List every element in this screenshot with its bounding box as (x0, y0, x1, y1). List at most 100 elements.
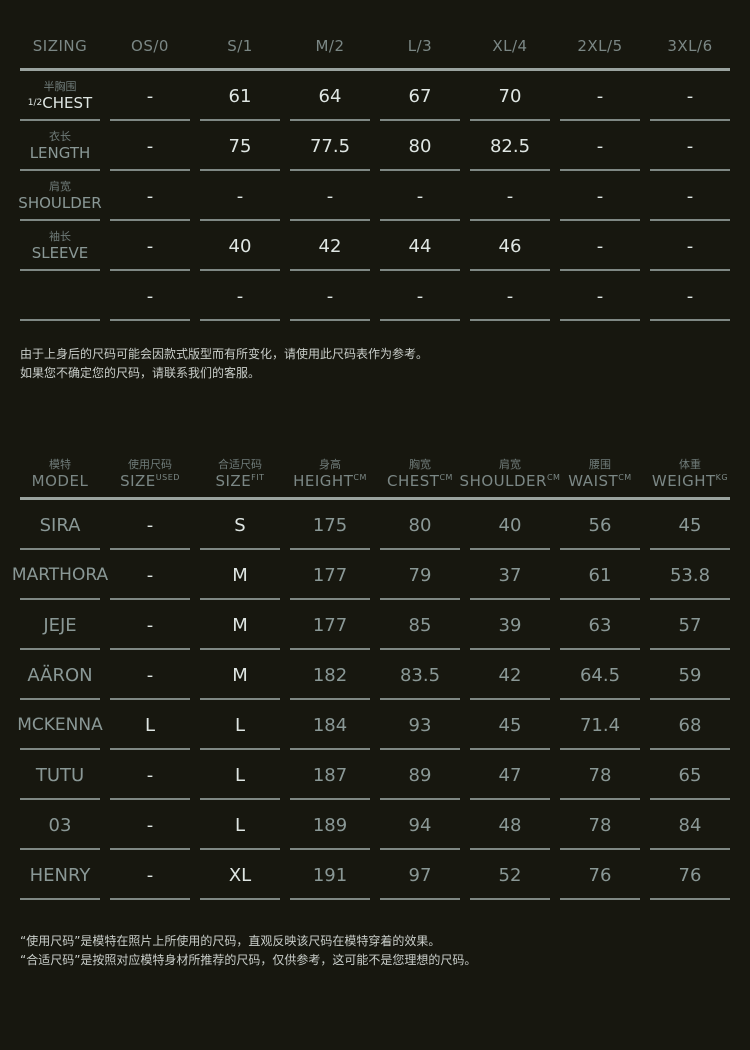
value: - (416, 185, 424, 207)
cell-divider (380, 119, 460, 121)
value-cell: - (285, 271, 375, 321)
value-cell: - (375, 271, 465, 321)
cell-divider (110, 798, 190, 800)
cell-divider (380, 848, 460, 850)
cell-divider (290, 848, 370, 850)
cell-divider (200, 698, 280, 700)
value: - (236, 185, 244, 207)
row-label-en: SLEEVE (32, 244, 89, 263)
value-cell: 177 (285, 600, 375, 650)
value-cell: 52 (465, 850, 555, 900)
unit-sup: KG (715, 473, 729, 482)
value: - (146, 185, 154, 207)
unit-sup: CM (618, 473, 632, 482)
value: 61 (588, 564, 612, 586)
value: 191 (312, 864, 348, 886)
cell-divider (110, 219, 190, 221)
note-line: “合适尺码”是按照对应模特身材所推荐的尺码，仅供参考，这可能不是您理想的尺码。 (20, 953, 477, 967)
value-cell: 187 (285, 750, 375, 800)
value: 80 (408, 135, 432, 157)
cell-divider (20, 848, 100, 850)
header-cell: 模特 MODEL (15, 448, 105, 500)
cell-divider (560, 748, 640, 750)
value-cell: - (555, 221, 645, 271)
model-name: SIRA (15, 500, 105, 550)
header-cell: 合适尺码 SIZEFIT (195, 448, 285, 500)
value-cell: - (375, 171, 465, 221)
value: - (146, 564, 154, 586)
value-cell: - (105, 550, 195, 600)
cell-divider (200, 798, 280, 800)
value-cell: - (645, 171, 735, 221)
row-label-cn: 肩宽 (49, 179, 71, 193)
cell-divider (290, 898, 370, 900)
cell-divider (20, 219, 100, 221)
value: HENRY (29, 864, 91, 886)
value: - (416, 285, 424, 307)
cell-divider (200, 848, 280, 850)
value: - (686, 235, 694, 257)
cell-divider (380, 698, 460, 700)
cell-divider (200, 548, 280, 550)
value-cell: M (195, 550, 285, 600)
value-cell: 80 (375, 500, 465, 550)
value: 78 (588, 814, 612, 836)
value: XL (228, 864, 252, 886)
header-label-cn: 身高 (319, 458, 341, 471)
header-cell: 体重 WEIGHTKG (645, 448, 735, 500)
value: - (146, 664, 154, 686)
header-label-en-text: MODEL (31, 472, 89, 490)
header-label-en: MODEL (32, 472, 89, 490)
value-cell: - (645, 271, 735, 321)
header-label-cn: 胸宽 (409, 458, 431, 471)
header-label-en-text: CHEST (387, 472, 440, 490)
value-cell: - (105, 71, 195, 121)
value: 93 (408, 714, 432, 736)
model-name: 03 (15, 800, 105, 850)
header-label: L/3 (407, 37, 433, 55)
value: 59 (678, 664, 702, 686)
value: - (146, 514, 154, 536)
value-cell: S (195, 500, 285, 550)
cell-divider (470, 169, 550, 171)
cell-divider (200, 898, 280, 900)
cell-divider (110, 269, 190, 271)
cell-divider (470, 598, 550, 600)
value-cell: - (465, 171, 555, 221)
value-cell: 78 (555, 750, 645, 800)
size-chart: SIZING OS/0 S/1 M/2 L/3 XL/4 2XL/5 3XL/6 半胸围 1/2… (15, 21, 735, 321)
value: 89 (408, 764, 432, 786)
header-label-cn: 体重 (679, 458, 701, 471)
value-cell: 48 (465, 800, 555, 850)
value: - (146, 864, 154, 886)
cell-divider (110, 319, 190, 321)
value-cell: 61 (195, 71, 285, 121)
value: - (146, 814, 154, 836)
value: - (686, 285, 694, 307)
value-cell: 175 (285, 500, 375, 550)
header-label-en: WEIGHTKG (652, 472, 728, 490)
header-cell: M/2 (285, 21, 375, 71)
cell-divider (560, 598, 640, 600)
header-label-en-text: WEIGHT (651, 472, 716, 490)
cell-divider (200, 119, 280, 121)
value: 83.5 (399, 664, 441, 686)
value-cell: 64.5 (555, 650, 645, 700)
cell-divider (290, 648, 370, 650)
value-cell: 71.4 (555, 700, 645, 750)
model-chart-header: 模特 MODEL 使用尺码 SIZEUSED 合适尺码 SIZEFIT 身高 HEIGHTCM… (15, 448, 735, 500)
cell-divider (470, 119, 550, 121)
value-cell: L (195, 800, 285, 850)
header-cell: S/1 (195, 21, 285, 71)
row-label (15, 271, 105, 321)
value-cell: - (105, 800, 195, 850)
value-cell: 89 (375, 750, 465, 800)
value-cell: 189 (285, 800, 375, 850)
cell-divider (110, 548, 190, 550)
cell-divider (20, 898, 100, 900)
header-cell: 腰围 WAISTCM (555, 448, 645, 500)
value: 47 (498, 764, 522, 786)
cell-divider (380, 898, 460, 900)
cell-divider (110, 598, 190, 600)
value-cell: - (105, 221, 195, 271)
